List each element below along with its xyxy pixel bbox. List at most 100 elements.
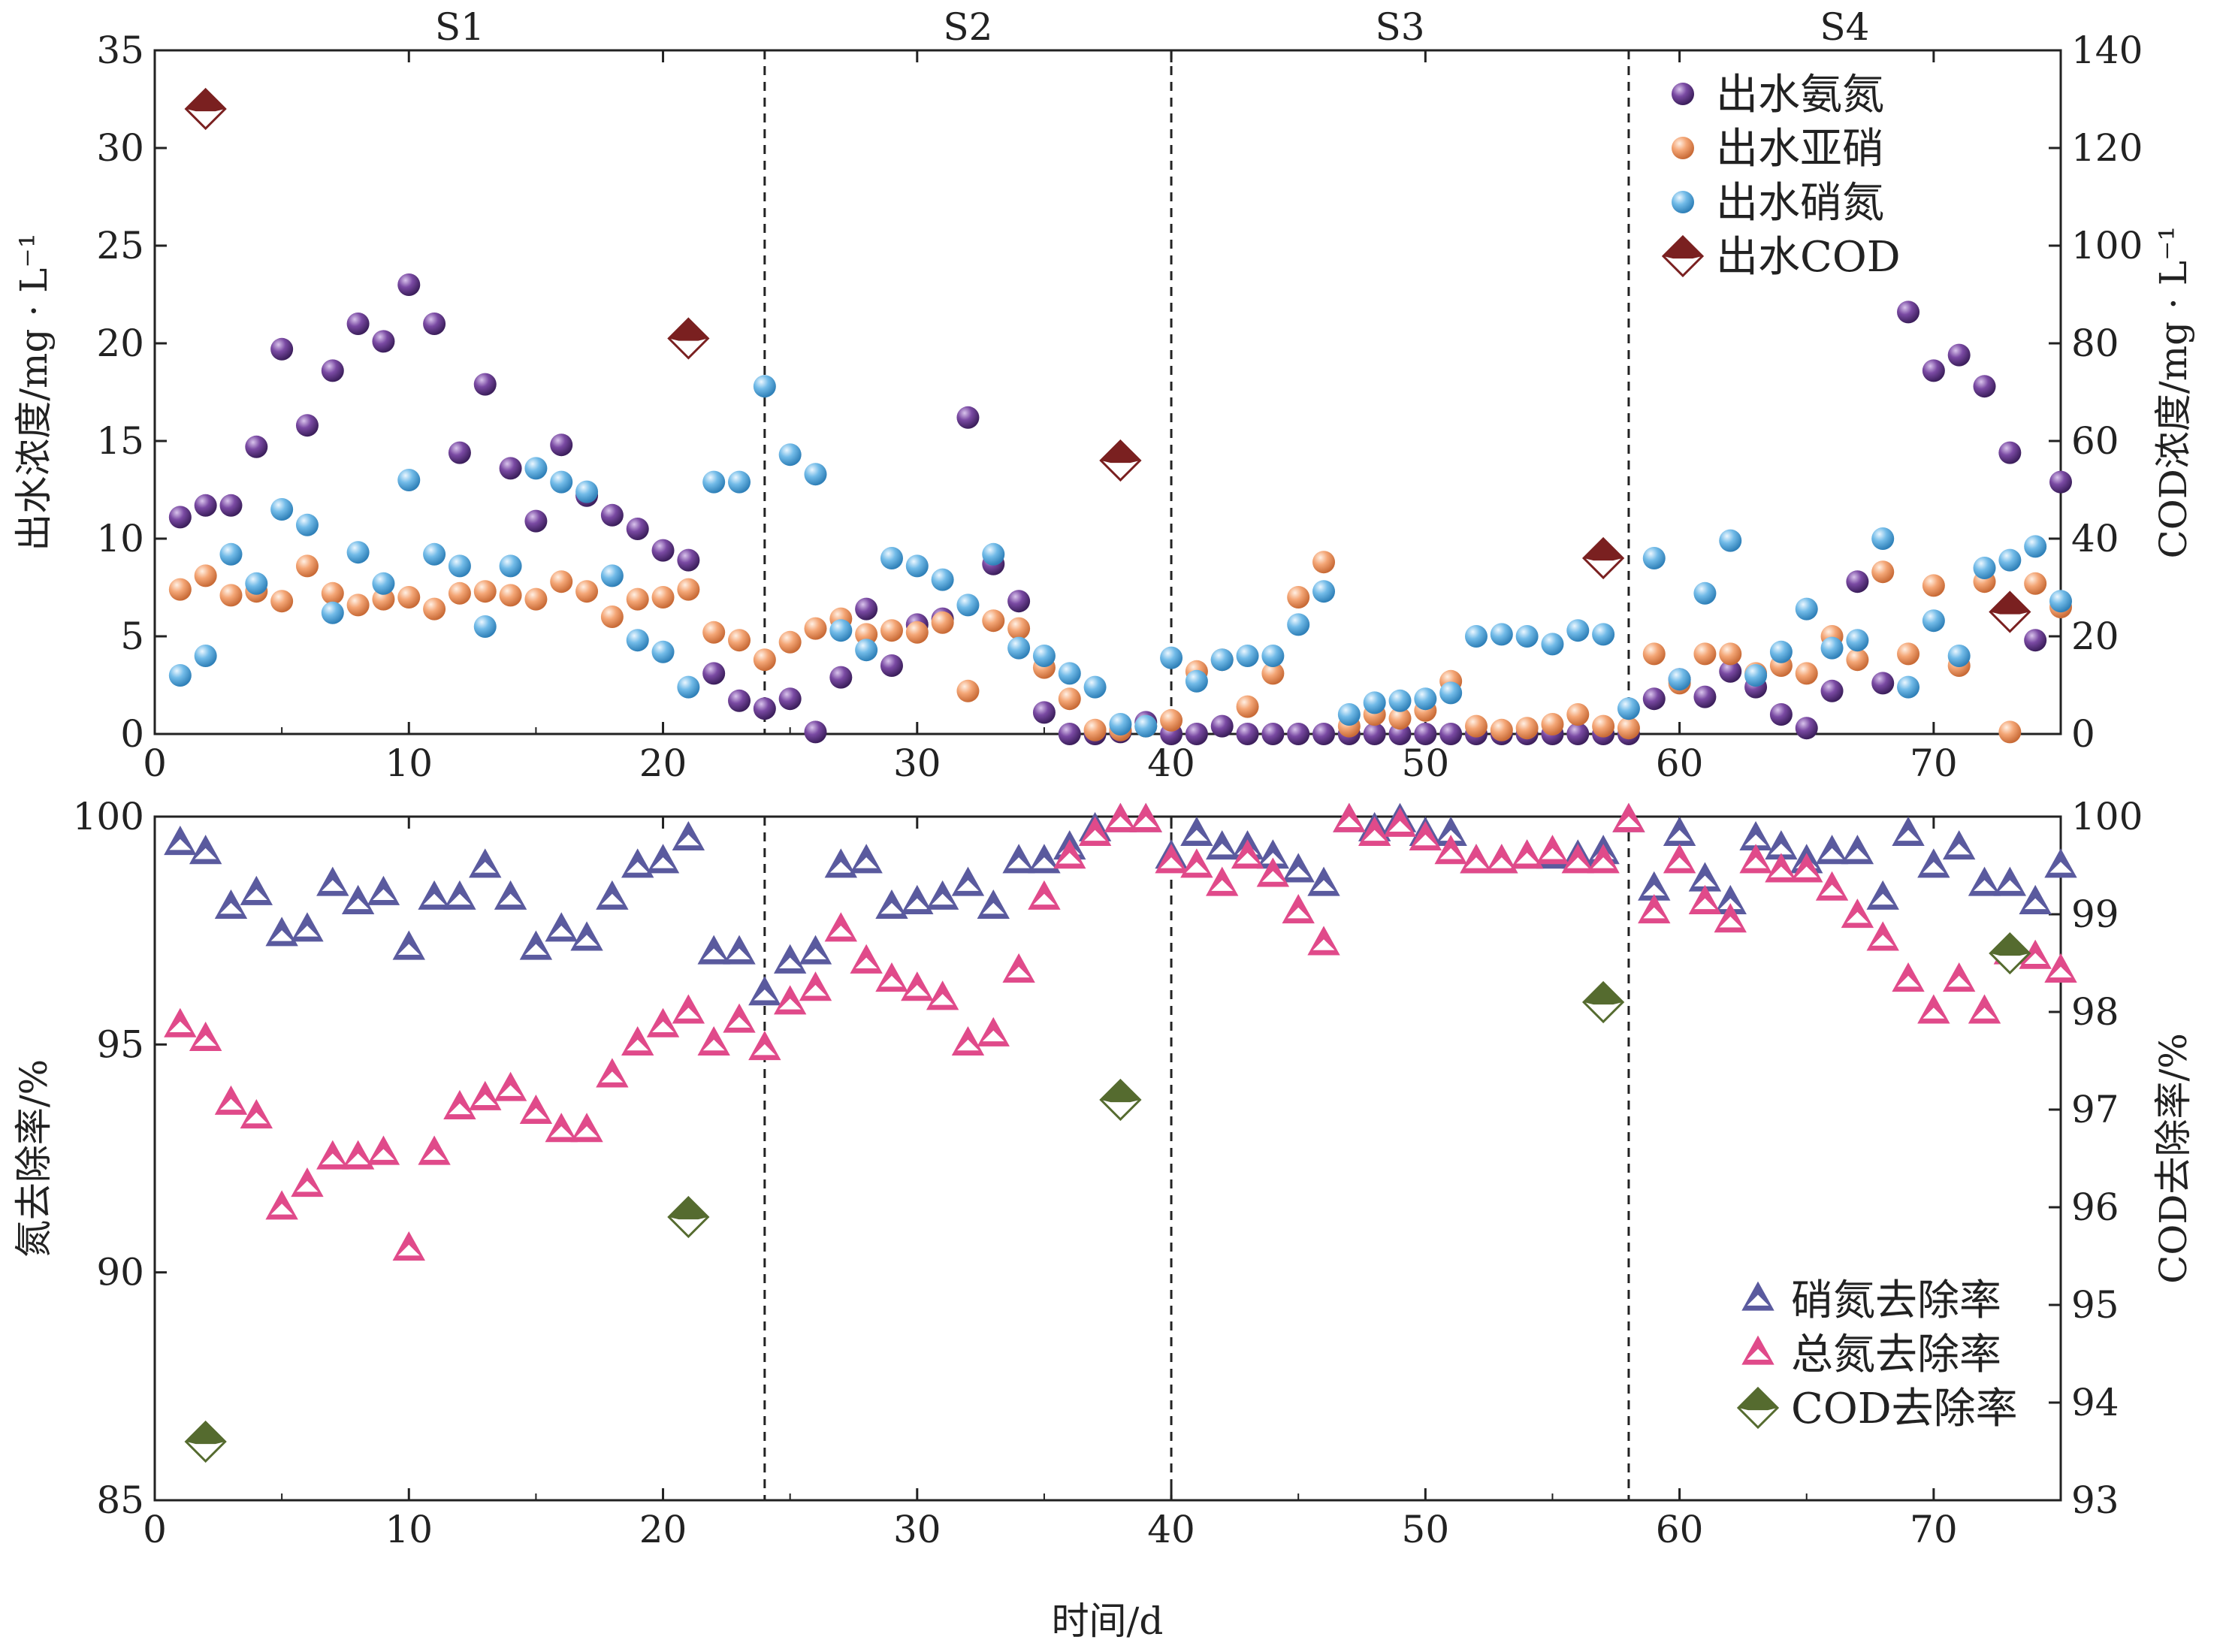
data-point xyxy=(667,317,710,360)
data-point xyxy=(646,1007,680,1037)
data-point xyxy=(443,1089,476,1119)
data-point xyxy=(1993,866,2027,896)
data-point xyxy=(1256,857,1290,887)
y2-tick-label: 140 xyxy=(2071,29,2143,72)
data-point xyxy=(626,587,649,611)
data-point xyxy=(1007,636,1031,660)
y2-tick-label: 20 xyxy=(2071,615,2119,658)
data-point xyxy=(214,889,248,920)
data-point xyxy=(1210,714,1234,738)
data-point xyxy=(982,542,1005,566)
data-point xyxy=(1998,548,2022,572)
data-point xyxy=(753,648,776,672)
data-point xyxy=(702,470,726,494)
data-point xyxy=(951,866,985,896)
data-point xyxy=(519,930,553,960)
y2-tick-label: 97 xyxy=(2071,1088,2119,1131)
data-point xyxy=(1414,723,1437,745)
data-point xyxy=(1989,932,2031,975)
data-point xyxy=(265,917,298,947)
data-point xyxy=(164,1007,197,1037)
top-x-axis: 0 10 20 30 40 50 60 70 xyxy=(143,50,1958,785)
data-point xyxy=(1846,570,1869,593)
data-point xyxy=(1693,581,1717,605)
bottom-y-axis-title: 氮去除率/% xyxy=(12,1059,56,1258)
data-point xyxy=(168,578,192,601)
y2-tick-label: 95 xyxy=(2071,1283,2119,1327)
data-point xyxy=(956,679,980,702)
y2-tick-label: 96 xyxy=(2071,1185,2119,1229)
data-point xyxy=(855,639,878,662)
data-point xyxy=(291,1167,324,1197)
bottom-right-y-axis: 93 94 95 96 97 98 99 100 xyxy=(2049,795,2143,1522)
data-point xyxy=(697,1025,730,1056)
data-point xyxy=(1007,617,1031,640)
y-tick-label: 95 xyxy=(96,1022,144,1066)
legend-label: 总氮去除率 xyxy=(1791,1330,2001,1379)
y-tick-label: 90 xyxy=(96,1251,144,1294)
data-point xyxy=(291,912,324,942)
data-point xyxy=(1160,646,1183,669)
data-point xyxy=(1663,844,1696,874)
data-point xyxy=(1846,648,1869,672)
y2-tick-label: 0 xyxy=(2071,712,2095,756)
data-point xyxy=(1490,623,1513,646)
data-point xyxy=(219,542,243,566)
data-point xyxy=(1719,642,1742,666)
data-point xyxy=(855,623,878,646)
data-point xyxy=(931,611,954,634)
data-point xyxy=(1185,669,1208,693)
data-point xyxy=(1185,723,1208,745)
data-point xyxy=(1414,687,1437,711)
x-tick-label: 70 xyxy=(1910,741,1958,785)
data-point xyxy=(956,406,980,429)
top-data-marks xyxy=(168,87,2072,745)
data-point xyxy=(1058,723,1081,745)
data-point xyxy=(723,935,756,965)
data-point xyxy=(702,662,726,685)
data-point xyxy=(600,606,624,628)
data-point xyxy=(219,494,243,517)
data-point xyxy=(2019,884,2052,914)
data-point xyxy=(626,629,649,652)
data-point xyxy=(423,542,446,566)
x-tick-label: 40 xyxy=(1147,741,1195,785)
data-point xyxy=(672,994,705,1024)
data-point xyxy=(1917,848,1950,878)
data-point xyxy=(545,1113,578,1143)
data-point xyxy=(473,373,497,396)
data-point xyxy=(1841,898,1874,929)
y2-tick-label: 93 xyxy=(2071,1478,2119,1522)
data-point xyxy=(1892,962,1925,992)
stage-labels: S1 S2 S3 S4 xyxy=(435,5,1870,49)
data-point xyxy=(1007,590,1031,613)
data-point xyxy=(1236,645,1259,667)
legend-marker xyxy=(1741,1281,1774,1311)
data-point xyxy=(1083,718,1107,741)
data-point xyxy=(901,971,934,1001)
data-point xyxy=(600,564,624,587)
data-point xyxy=(1002,953,1035,983)
y2-tick-label: 60 xyxy=(2071,419,2119,463)
data-point xyxy=(880,654,903,677)
top-right-y-axis: 0 20 40 60 80 100 120 140 xyxy=(2049,29,2143,756)
data-point xyxy=(1866,921,1899,951)
data-point xyxy=(1541,633,1564,656)
y2-tick-label: 94 xyxy=(2071,1381,2119,1424)
data-point xyxy=(1739,844,1772,874)
data-point xyxy=(1439,681,1463,705)
data-point xyxy=(1968,994,2001,1024)
data-point xyxy=(1078,816,1112,846)
series-2 xyxy=(168,375,2072,738)
legend-marker xyxy=(1736,1386,1780,1430)
data-point xyxy=(1210,648,1234,672)
series-0 xyxy=(164,802,2077,1006)
x-tick-label: 0 xyxy=(143,1508,167,1551)
data-point xyxy=(1099,439,1142,482)
y-tick-label: 5 xyxy=(120,615,144,658)
data-point xyxy=(1236,723,1259,745)
data-point xyxy=(1790,853,1823,883)
data-point xyxy=(723,1003,756,1033)
data-point xyxy=(214,1085,248,1115)
data-point xyxy=(1236,695,1259,718)
